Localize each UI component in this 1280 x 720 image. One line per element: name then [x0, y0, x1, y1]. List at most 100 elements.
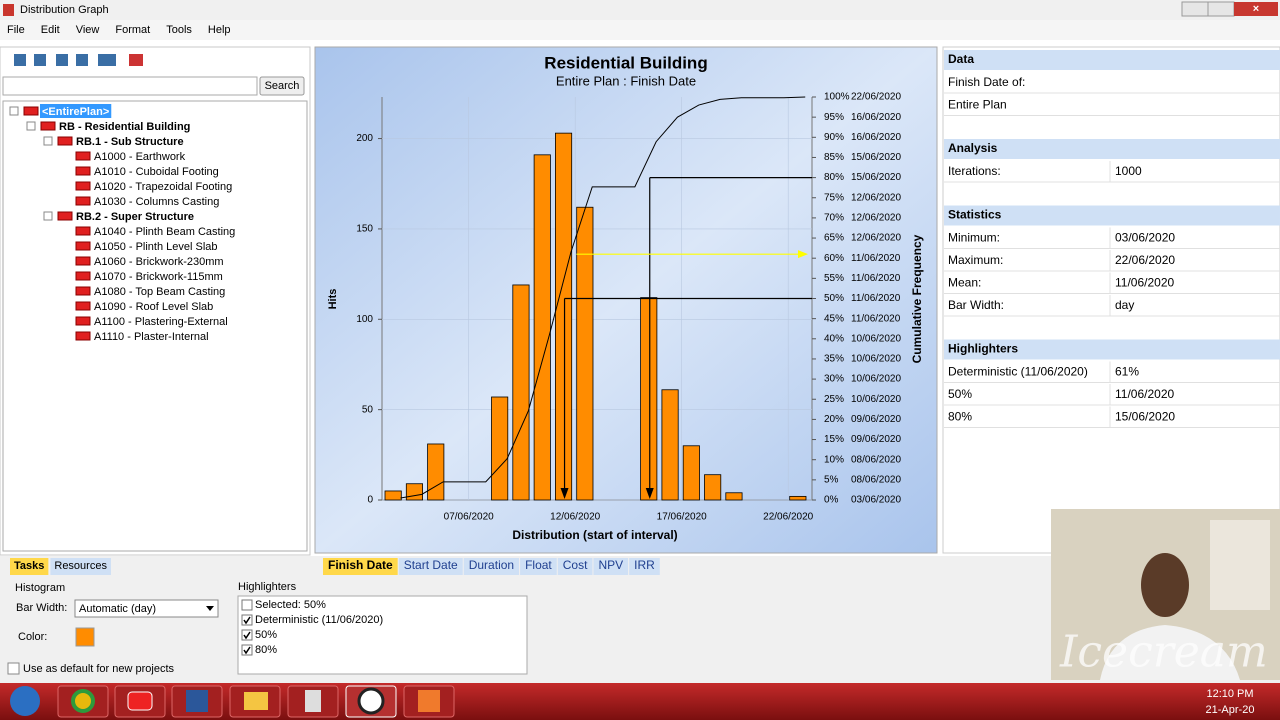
- tree-node[interactable]: A1070 - Brickwork-115mm: [94, 271, 223, 283]
- check-mark: [243, 646, 251, 655]
- tree-node[interactable]: A1080 - Top Beam Casting: [94, 286, 225, 298]
- tool-icon[interactable]: [76, 54, 88, 66]
- chart-tab[interactable]: Start Date: [404, 558, 458, 572]
- tree-node[interactable]: <EntirePlan>: [42, 106, 109, 118]
- y2-tick-label: 15%: [824, 434, 844, 445]
- tree-node[interactable]: A1090 - Roof Level Slab: [94, 301, 213, 313]
- close-button[interactable]: [1234, 2, 1278, 16]
- section-title: Analysis: [948, 141, 998, 155]
- tree-node[interactable]: A1060 - Brickwork-230mm: [94, 256, 224, 268]
- y2-tick-date: 11/06/2020: [851, 253, 901, 264]
- chart-subtitle: Entire Plan : Finish Date: [556, 73, 696, 88]
- left-tab[interactable]: Resources: [54, 560, 107, 572]
- y2-tick-label: 65%: [824, 233, 844, 244]
- bar: [704, 474, 722, 501]
- node-icon: [75, 271, 91, 281]
- section-title: Statistics: [948, 208, 1002, 222]
- tool-icon[interactable]: [56, 54, 68, 66]
- tree-node[interactable]: A1100 - Plastering-External: [94, 316, 228, 328]
- y2-tick-date: 22/06/2020: [851, 92, 901, 103]
- tool-icon[interactable]: [14, 54, 26, 66]
- y2-tick-label: 80%: [824, 172, 844, 183]
- section-title: Highlighters: [948, 342, 1018, 356]
- histogram-title: Histogram: [15, 582, 65, 594]
- y2-tick-date: 12/06/2020: [851, 233, 901, 244]
- tree-node[interactable]: A1050 - Plinth Level Slab: [94, 241, 218, 253]
- chart-tab[interactable]: Cost: [563, 558, 588, 572]
- tool-icon[interactable]: [129, 54, 143, 66]
- chart-tab[interactable]: NPV: [598, 558, 623, 572]
- menu-item[interactable]: View: [76, 24, 100, 36]
- tool-icon[interactable]: [98, 54, 116, 66]
- expander[interactable]: [9, 106, 19, 116]
- property-text: Bar Width:: [948, 298, 1004, 312]
- app-icon: [3, 4, 14, 16]
- default-checkbox[interactable]: [7, 662, 20, 675]
- node-icon: [75, 316, 91, 326]
- y-tick-label: 0: [367, 495, 373, 506]
- title-bar: [0, 0, 1280, 20]
- highlighter-checkbox[interactable]: [241, 629, 253, 641]
- menu-item[interactable]: Edit: [41, 24, 60, 36]
- highlighter-checkbox[interactable]: [241, 614, 253, 626]
- search-input[interactable]: [2, 76, 258, 96]
- toolbar: [14, 54, 143, 66]
- y2-tick-label: 100%: [824, 92, 850, 103]
- highlighter-checkbox[interactable]: [241, 599, 253, 611]
- node-icon: [75, 196, 91, 206]
- tree-node[interactable]: RB - Residential Building: [59, 121, 190, 133]
- tree: <EntirePlan> RB - Residential Building RB.…: [9, 104, 235, 343]
- bar: [512, 284, 530, 501]
- tree-node[interactable]: A1040 - Plinth Beam Casting: [94, 226, 235, 238]
- bar: [384, 490, 402, 501]
- property-text: day: [1115, 298, 1134, 312]
- bar: [576, 206, 594, 501]
- tab-bg: [557, 558, 593, 575]
- property-text: Maximum:: [948, 253, 1003, 267]
- menu-item[interactable]: Help: [208, 24, 231, 36]
- chart-tab[interactable]: Duration: [469, 558, 514, 572]
- menu-item[interactable]: File: [7, 24, 25, 36]
- tree-node[interactable]: A1030 - Columns Casting: [94, 196, 219, 208]
- properties-panel: [942, 46, 1280, 554]
- chart-tab[interactable]: Float: [525, 558, 552, 572]
- highlighter-checkbox[interactable]: [241, 644, 253, 656]
- tree-node[interactable]: A1110 - Plaster-Internal: [94, 331, 209, 343]
- expander[interactable]: [43, 211, 53, 221]
- y2-tick-label: 60%: [824, 253, 844, 264]
- bar-width-select[interactable]: [74, 599, 219, 618]
- tab-bg: [10, 558, 49, 575]
- node-icon: [75, 151, 91, 161]
- node-icon: [75, 241, 91, 251]
- x-tick-label: 07/06/2020: [444, 512, 494, 523]
- left-tab[interactable]: Tasks: [14, 560, 44, 572]
- start-button[interactable]: [10, 686, 40, 716]
- tree-node[interactable]: A1020 - Trapezoidal Footing: [94, 181, 232, 193]
- tree-node[interactable]: A1010 - Cuboidal Footing: [94, 166, 219, 178]
- y2-tick-label: 75%: [824, 192, 844, 203]
- dropdown-arrow: [206, 606, 214, 611]
- tree-node[interactable]: A1000 - Earthwork: [94, 151, 186, 163]
- menu-item[interactable]: Tools: [166, 24, 192, 36]
- expander[interactable]: [43, 136, 53, 146]
- bar: [661, 389, 679, 501]
- tool-icon[interactable]: [34, 54, 46, 66]
- maximize-button[interactable]: [1207, 1, 1235, 17]
- tree-node[interactable]: RB.1 - Sub Structure: [76, 136, 184, 148]
- bar: [405, 483, 423, 501]
- section-header: [944, 339, 1280, 360]
- highlight-arrow: [798, 250, 808, 259]
- y2-tick-date: 10/06/2020: [851, 394, 901, 405]
- chart-tab[interactable]: Finish Date: [328, 558, 393, 572]
- expander[interactable]: [26, 121, 36, 131]
- chart-tab[interactable]: IRR: [634, 558, 655, 572]
- search-button[interactable]: [259, 76, 305, 96]
- close-icon: ×: [1253, 3, 1259, 15]
- minimize-button[interactable]: [1181, 1, 1209, 17]
- menu-item[interactable]: Format: [115, 24, 150, 36]
- x-tick-label: 17/06/2020: [657, 512, 707, 523]
- color-swatch[interactable]: [75, 627, 95, 647]
- tab-bg: [629, 558, 660, 575]
- tree-node[interactable]: RB.2 - Super Structure: [76, 211, 194, 223]
